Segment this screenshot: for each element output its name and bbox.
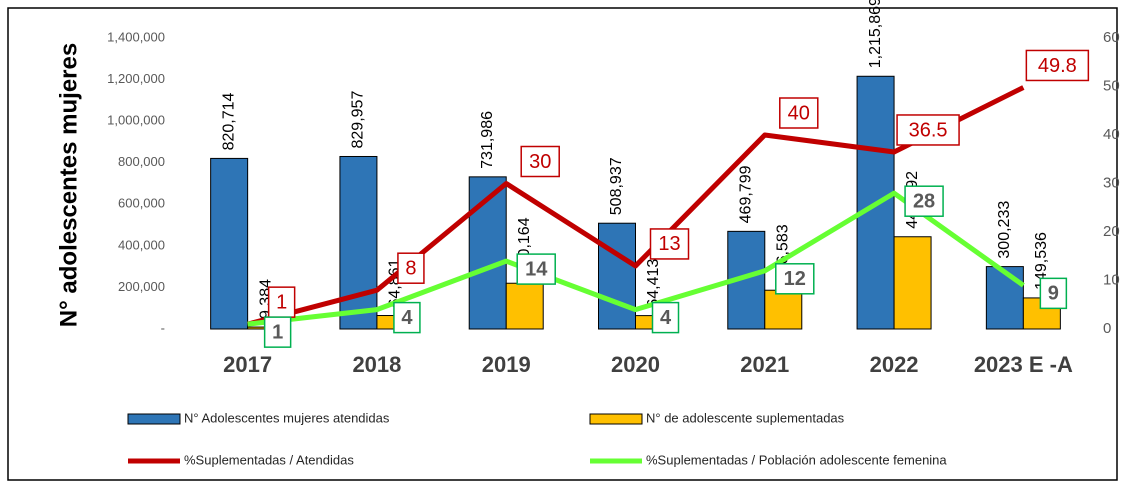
- data-label-box: [779, 97, 819, 129]
- bar: [339, 155, 378, 330]
- data-label: 12: [784, 268, 806, 290]
- bar-value-label: 469,799: [738, 165, 755, 223]
- x-tick-label: 2018: [352, 352, 401, 377]
- y-tick-label: 600,000: [118, 196, 165, 211]
- x-tick-label: 2017: [223, 352, 272, 377]
- y2-tick-label: 50: [1103, 77, 1120, 94]
- legend-label: %Suplementadas / Atendidas: [184, 452, 354, 467]
- bar-value-label: 508,937: [608, 157, 625, 215]
- data-label: 30: [529, 151, 551, 173]
- data-label: 4: [660, 307, 672, 329]
- x-tick-label: 2020: [611, 352, 660, 377]
- y2-tick-label: 40: [1103, 126, 1120, 143]
- y-tick-label: -: [161, 320, 165, 335]
- bar-value-label: 1,215,869: [867, 0, 884, 68]
- line-series: [247, 190, 1025, 327]
- y2-tick-label: 30: [1103, 174, 1120, 191]
- y-tick-label: 1,200,000: [107, 71, 165, 86]
- data-label: 28: [913, 190, 935, 212]
- data-label-box: [263, 316, 292, 348]
- data-label-box: [649, 228, 690, 260]
- bar-value-label: 64,413: [645, 259, 662, 308]
- y-tick-label: 1,400,000: [107, 29, 165, 44]
- data-label-box: [393, 301, 421, 334]
- bar-value-label: 829,957: [350, 91, 367, 149]
- x-tick-label: 2019: [482, 352, 531, 377]
- bar: [505, 282, 544, 330]
- bar: [893, 236, 932, 330]
- data-label-box: [651, 301, 680, 334]
- bar-value-label: 820,714: [220, 92, 237, 150]
- y2-tick-label: 10: [1103, 271, 1120, 288]
- data-label: 13: [658, 233, 680, 255]
- data-label-box: [775, 263, 815, 295]
- chart-frame: [7, 7, 1118, 481]
- legend-swatch: [589, 413, 643, 425]
- bar: [210, 157, 249, 330]
- data-label: 49.8: [1038, 55, 1077, 77]
- legend-label: %Suplementadas / Población adolescente f…: [646, 452, 947, 467]
- y2-tick-label: 60: [1103, 29, 1120, 46]
- data-label-box: [516, 253, 556, 285]
- x-tick-label: 2023 E -A: [974, 352, 1073, 377]
- legend-label: N° Adolescentes mujeres atendidas: [184, 410, 390, 425]
- bar-value-label: 731,986: [479, 111, 496, 169]
- y2-tick-label: 20: [1103, 223, 1120, 240]
- y-axis-title: N° adolescentes mujeres: [55, 43, 82, 327]
- y-tick-label: 400,000: [118, 237, 165, 252]
- data-label: 1: [272, 321, 283, 343]
- data-label: 14: [525, 258, 548, 280]
- legend-swatch: [127, 413, 181, 425]
- data-label-box: [1025, 49, 1090, 82]
- line-series: [247, 85, 1025, 327]
- data-label: 1: [276, 291, 287, 313]
- y-tick-label: 800,000: [118, 154, 165, 169]
- data-label: 9: [1048, 283, 1059, 305]
- legend-label: N° de adolescente suplementadas: [646, 410, 845, 425]
- data-label-box: [267, 286, 296, 318]
- y-tick-label: 1,000,000: [107, 113, 165, 128]
- data-label: 8: [405, 257, 416, 279]
- bar: [985, 266, 1024, 330]
- data-label-box: [904, 185, 944, 217]
- data-label-box: [520, 145, 560, 178]
- data-label-box: [1039, 277, 1068, 310]
- y2-tick-label: 0: [1103, 320, 1111, 337]
- bar: [468, 176, 507, 330]
- x-tick-label: 2022: [870, 352, 919, 377]
- data-label-box: [397, 252, 425, 284]
- bar-value-label: 300,233: [996, 201, 1013, 259]
- bar: [598, 222, 636, 330]
- data-label: 40: [788, 102, 810, 124]
- x-tick-label: 2021: [740, 352, 789, 377]
- bar-value-label: 149,536: [1033, 232, 1050, 290]
- data-label-box: [896, 114, 960, 146]
- bar: [764, 289, 803, 330]
- data-label: 36.5: [909, 119, 948, 141]
- data-label: 4: [401, 307, 413, 329]
- y-tick-label: 200,000: [118, 279, 165, 294]
